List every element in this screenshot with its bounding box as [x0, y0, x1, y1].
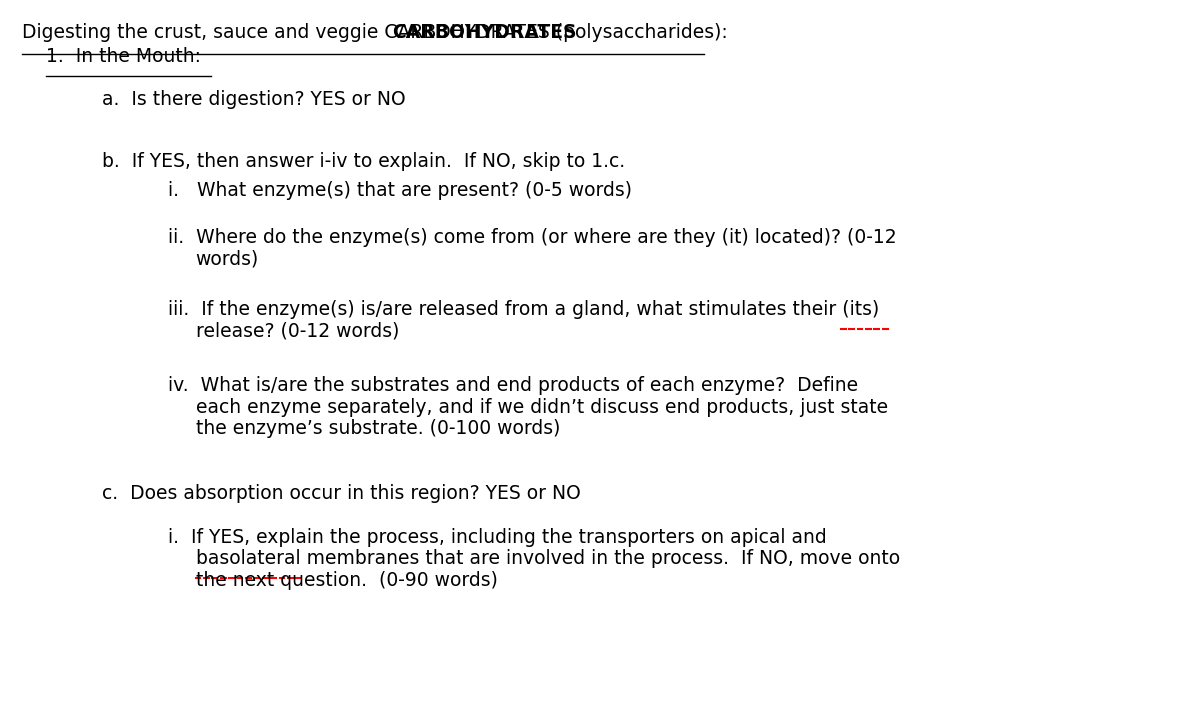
Text: 1.  In the Mouth:: 1. In the Mouth: — [46, 47, 200, 66]
Text: each enzyme separately, and if we didn’t discuss end products, just state: each enzyme separately, and if we didn’t… — [196, 398, 888, 416]
Text: b.  If YES, then answer i-iv to explain.  If NO, skip to 1.c.: b. If YES, then answer i-iv to explain. … — [102, 152, 625, 171]
Text: i.  If YES, explain the process, including the transporters on apical and: i. If YES, explain the process, includin… — [168, 528, 827, 547]
Text: Digesting the crust, sauce and veggie CARBOHYDRATES (polysaccharides):: Digesting the crust, sauce and veggie CA… — [22, 23, 727, 42]
Text: iv.  What is/are the substrates and end products of each enzyme?  Define: iv. What is/are the substrates and end p… — [168, 376, 858, 395]
Text: release? (0-12 words): release? (0-12 words) — [196, 322, 398, 341]
Text: the next question.  (0-90 words): the next question. (0-90 words) — [196, 571, 498, 590]
Text: c.  Does absorption occur in this region? YES or NO: c. Does absorption occur in this region?… — [102, 484, 581, 503]
Text: basolateral membranes that are involved in the process.  If NO, move onto: basolateral membranes that are involved … — [196, 549, 900, 568]
Text: CARBOHYDRATES: CARBOHYDRATES — [392, 23, 577, 42]
Text: the enzyme’s substrate. (0-100 words): the enzyme’s substrate. (0-100 words) — [196, 419, 560, 438]
Text: words): words) — [196, 249, 259, 268]
Text: a.  Is there digestion? YES or NO: a. Is there digestion? YES or NO — [102, 90, 406, 109]
Text: iii.  If the enzyme(s) is/are released from a gland, what stimulates their (its): iii. If the enzyme(s) is/are released fr… — [168, 300, 880, 319]
Text: ii.  Where do the enzyme(s) come from (or where are they (it) located)? (0-12: ii. Where do the enzyme(s) come from (or… — [168, 228, 896, 247]
Text: i.   What enzyme(s) that are present? (0-5 words): i. What enzyme(s) that are present? (0-5… — [168, 181, 632, 200]
